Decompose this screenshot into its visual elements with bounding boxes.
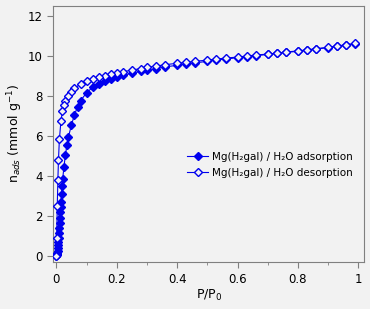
Mg(H₂gal) / H₂O desorption: [102, 74, 107, 78]
Mg(H₂gal) / H₂O desorption: [353, 41, 357, 45]
Mg(H₂gal) / H₂O desorption: [163, 63, 167, 66]
Mg(H₂gal) / H₂O desorption: [175, 61, 179, 65]
Mg(H₂gal) / H₂O desorption: [335, 44, 340, 48]
Mg(H₂gal) / H₂O adsorption: [58, 205, 63, 209]
Mg(H₂gal) / H₂O desorption: [205, 58, 210, 62]
Mg(H₂gal) / H₂O desorption: [130, 68, 134, 72]
Mg(H₂gal) / H₂O desorption: [284, 50, 288, 54]
Mg(H₂gal) / H₂O adsorption: [353, 42, 357, 45]
Mg(H₂gal) / H₂O adsorption: [163, 65, 167, 69]
Mg(H₂gal) / H₂O desorption: [59, 120, 63, 123]
Mg(H₂gal) / H₂O desorption: [305, 48, 309, 52]
Mg(H₂gal) / H₂O desorption: [60, 110, 65, 113]
Mg(H₂gal) / H₂O desorption: [72, 86, 77, 90]
Mg(H₂gal) / H₂O desorption: [184, 61, 188, 64]
Mg(H₂gal) / H₂O desorption: [66, 94, 71, 98]
Mg(H₂gal) / H₂O desorption: [154, 64, 158, 68]
Mg(H₂gal) / H₂O desorption: [56, 158, 61, 161]
Mg(H₂gal) / H₂O desorption: [223, 56, 228, 60]
Mg(H₂gal) / H₂O desorption: [54, 254, 58, 258]
Legend: Mg(H₂gal) / H₂O adsorption, Mg(H₂gal) / H₂O desorption: Mg(H₂gal) / H₂O adsorption, Mg(H₂gal) / …: [184, 148, 356, 181]
Mg(H₂gal) / H₂O desorption: [84, 79, 89, 83]
Mg(H₂gal) / H₂O desorption: [69, 90, 74, 94]
Mg(H₂gal) / H₂O desorption: [296, 49, 300, 53]
Mg(H₂gal) / H₂O desorption: [245, 54, 249, 58]
Mg(H₂gal) / H₂O desorption: [55, 204, 60, 207]
Mg(H₂gal) / H₂O adsorption: [266, 53, 270, 56]
Mg(H₂gal) / H₂O desorption: [275, 51, 279, 55]
Mg(H₂gal) / H₂O desorption: [121, 70, 125, 74]
Mg(H₂gal) / H₂O desorption: [266, 52, 270, 56]
Mg(H₂gal) / H₂O desorption: [139, 67, 143, 70]
Mg(H₂gal) / H₂O desorption: [108, 73, 113, 76]
Mg(H₂gal) / H₂O desorption: [97, 75, 101, 79]
Mg(H₂gal) / H₂O adsorption: [54, 254, 58, 258]
Mg(H₂gal) / H₂O desorption: [57, 138, 62, 141]
Mg(H₂gal) / H₂O desorption: [78, 82, 83, 86]
Mg(H₂gal) / H₂O desorption: [314, 47, 318, 50]
Line: Mg(H₂gal) / H₂O desorption: Mg(H₂gal) / H₂O desorption: [53, 40, 359, 259]
Mg(H₂gal) / H₂O desorption: [253, 53, 258, 57]
Mg(H₂gal) / H₂O desorption: [54, 236, 59, 239]
Mg(H₂gal) / H₂O desorption: [63, 99, 68, 103]
Mg(H₂gal) / H₂O desorption: [115, 71, 119, 75]
Mg(H₂gal) / H₂O desorption: [344, 43, 349, 46]
Mg(H₂gal) / H₂O desorption: [145, 66, 149, 69]
Mg(H₂gal) / H₂O adsorption: [335, 44, 340, 48]
Mg(H₂gal) / H₂O desorption: [214, 57, 219, 61]
Mg(H₂gal) / H₂O adsorption: [205, 59, 210, 63]
Mg(H₂gal) / H₂O desorption: [62, 104, 66, 107]
X-axis label: P/P$_0$: P/P$_0$: [196, 288, 222, 303]
Mg(H₂gal) / H₂O adsorption: [58, 210, 63, 214]
Line: Mg(H₂gal) / H₂O adsorption: Mg(H₂gal) / H₂O adsorption: [53, 40, 359, 259]
Y-axis label: n$_{ads}$ (mmol g$^{-1}$): n$_{ads}$ (mmol g$^{-1}$): [6, 84, 25, 184]
Mg(H₂gal) / H₂O desorption: [90, 77, 95, 81]
Mg(H₂gal) / H₂O desorption: [193, 59, 198, 63]
Mg(H₂gal) / H₂O desorption: [326, 45, 330, 49]
Mg(H₂gal) / H₂O desorption: [56, 178, 60, 181]
Mg(H₂gal) / H₂O desorption: [235, 55, 240, 59]
